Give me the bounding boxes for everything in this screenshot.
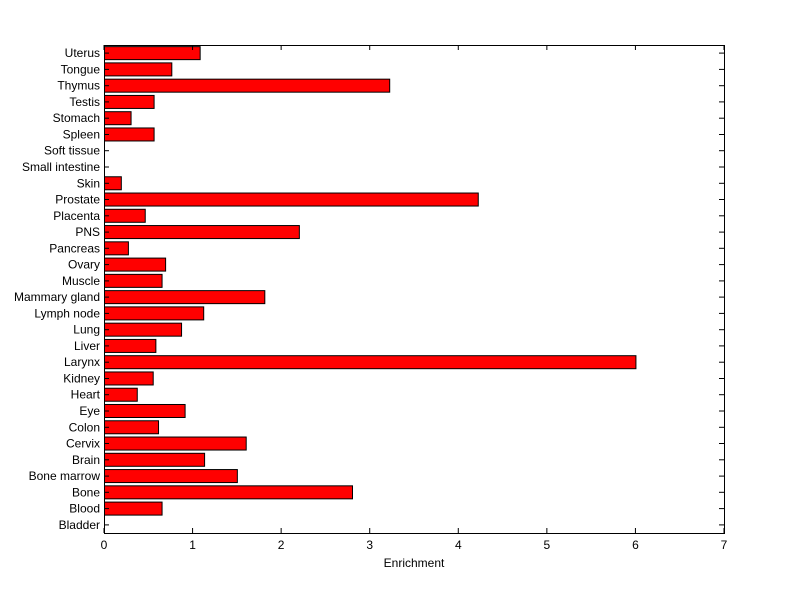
- y-tick-label: Skin: [77, 176, 100, 190]
- x-tick-label: 2: [278, 538, 285, 552]
- y-tick-label: Bone marrow: [29, 469, 101, 483]
- y-tick-label: Muscle: [62, 274, 100, 288]
- bar-larynx: [104, 355, 637, 370]
- y-tick-label: Bladder: [59, 518, 100, 532]
- y-tick-label: Placenta: [53, 209, 100, 223]
- y-tick-label: Liver: [74, 339, 100, 353]
- y-tick-label: Thymus: [57, 79, 100, 93]
- y-tick-label: Lymph node: [34, 306, 100, 320]
- x-tick-label: 1: [189, 538, 196, 552]
- y-tick-label: Tongue: [61, 62, 101, 76]
- bar-pns: [104, 225, 300, 240]
- x-tick-label: 7: [721, 538, 728, 552]
- x-axis-label: Enrichment: [384, 556, 445, 570]
- y-tick-label: Brain: [72, 453, 100, 467]
- x-tick-label: 6: [632, 538, 639, 552]
- y-tick-label: Soft tissue: [44, 144, 100, 158]
- y-tick-label: Bone: [72, 485, 100, 499]
- x-tick-label: 4: [455, 538, 462, 552]
- y-tick-label: Lung: [73, 323, 100, 337]
- bar-placenta: [104, 208, 146, 223]
- bar-cervix: [104, 436, 247, 451]
- bar-testis: [104, 94, 155, 109]
- bar-colon: [104, 420, 160, 435]
- y-tick-label: Small intestine: [22, 160, 100, 174]
- y-tick-label: Cervix: [66, 437, 100, 451]
- y-tick-label: Prostate: [55, 193, 100, 207]
- y-tick-label: Testis: [69, 95, 100, 109]
- y-tick-label: Pancreas: [49, 241, 100, 255]
- y-tick-label: PNS: [75, 225, 100, 239]
- y-tick-label: Spleen: [63, 128, 100, 142]
- y-tick-label: Kidney: [63, 372, 100, 386]
- y-tick-label: Colon: [69, 420, 100, 434]
- y-tick-label: Heart: [71, 388, 101, 402]
- bar-bone-marrow: [104, 469, 238, 484]
- y-tick-label: Uterus: [65, 46, 100, 60]
- x-tick-label: 0: [101, 538, 108, 552]
- bar-blood: [104, 501, 163, 516]
- bar-spleen: [104, 127, 155, 142]
- plot-frame: [104, 45, 725, 534]
- y-tick-label: Blood: [69, 502, 100, 516]
- bar-thymus: [104, 78, 391, 93]
- y-tick-label: Larynx: [64, 355, 100, 369]
- y-tick-label: Mammary gland: [14, 290, 100, 304]
- bar-eye: [104, 403, 186, 418]
- bar-lymph-node: [104, 306, 205, 321]
- bar-heart: [104, 387, 138, 402]
- x-tick-label: 5: [544, 538, 551, 552]
- bar-mammary-gland: [104, 290, 266, 305]
- bar-ovary: [104, 257, 167, 272]
- y-tick-label: Eye: [79, 404, 100, 418]
- bar-lung: [104, 322, 183, 337]
- y-tick-label: Stomach: [53, 111, 100, 125]
- bars-group: [104, 46, 637, 516]
- bar-prostate: [104, 192, 479, 207]
- labels-group: Uterus Tongue Thymus Testis Stomach Spleen Sof…: [14, 46, 728, 552]
- y-tick-label: Ovary: [68, 258, 100, 272]
- bar-tongue: [104, 62, 173, 77]
- bar-brain: [104, 452, 206, 467]
- bar-bone: [104, 485, 353, 500]
- x-tick-label: 3: [366, 538, 373, 552]
- bar-uterus: [104, 46, 201, 61]
- bar-kidney: [104, 371, 154, 386]
- bar-liver: [104, 338, 157, 353]
- bar-muscle: [104, 273, 163, 288]
